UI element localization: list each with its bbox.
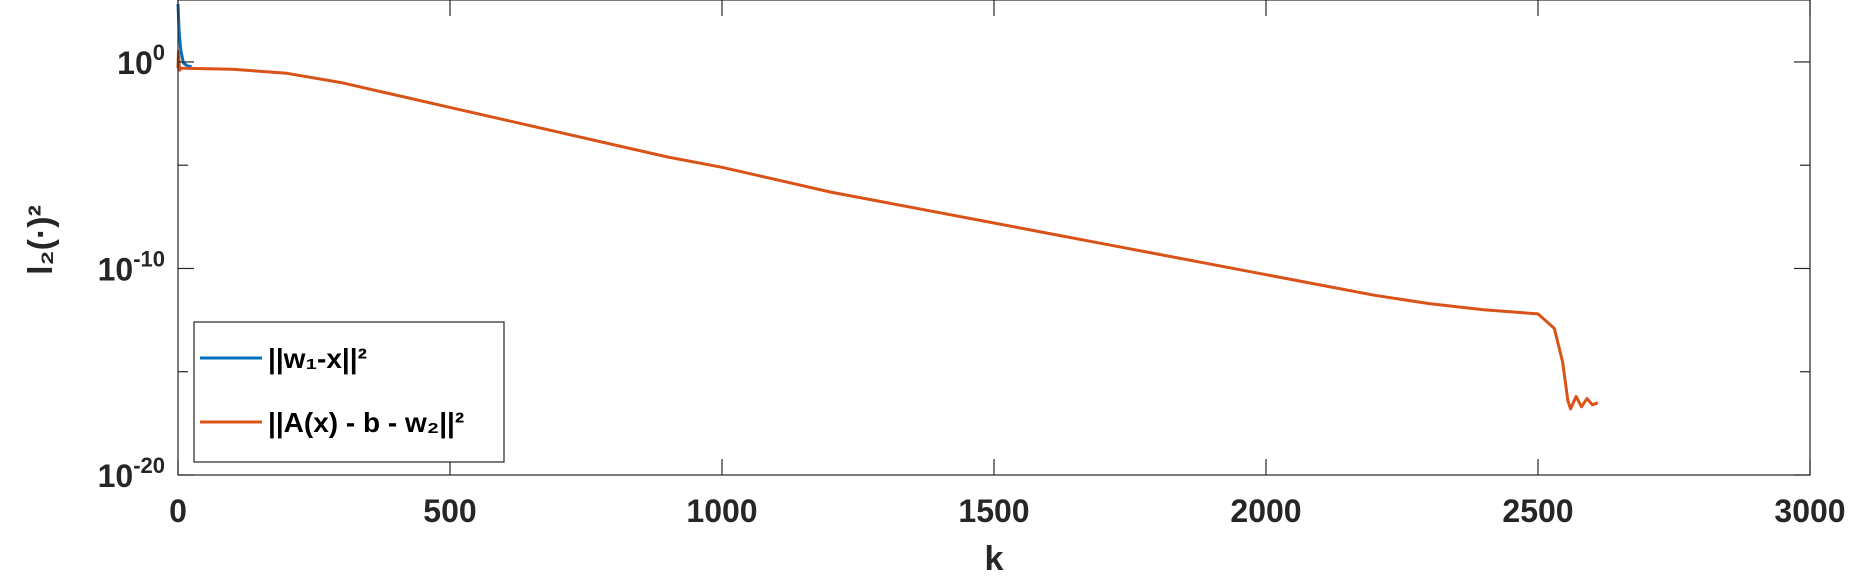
legend-label-1: ||A(x) - b - w₂||² (268, 407, 464, 438)
x-axis-label: k (985, 540, 1004, 578)
x-tick-label: 1500 (958, 493, 1029, 529)
labels-layer: 0 500 1000 1500 2000 2500 3000 100 10-10 10-20 (98, 40, 1846, 529)
series-layer (176, 4, 1599, 411)
x-tick-label: 500 (423, 493, 476, 529)
legend-box (193, 321, 505, 463)
y-tick-label: 10-10 (98, 246, 165, 287)
series-line-0 (176, 4, 192, 68)
y-axis-label: l₂(·)² (22, 205, 60, 275)
series-line-1 (176, 50, 1599, 411)
x-tick-label: 2000 (1230, 493, 1301, 529)
legend-label-0: ||w₁-x||² (268, 343, 367, 374)
x-tick-label: 0 (169, 493, 187, 529)
y-tick-label: 100 (117, 40, 165, 81)
x-tick-label: 1000 (686, 493, 757, 529)
legend: ||w₁-x||² ||A(x) - b - w₂||² (193, 321, 505, 463)
ticks-layer (177, 0, 1811, 476)
y-tick-label: 10-20 (98, 453, 165, 494)
x-tick-label: 3000 (1774, 493, 1845, 529)
x-tick-label: 2500 (1502, 493, 1573, 529)
